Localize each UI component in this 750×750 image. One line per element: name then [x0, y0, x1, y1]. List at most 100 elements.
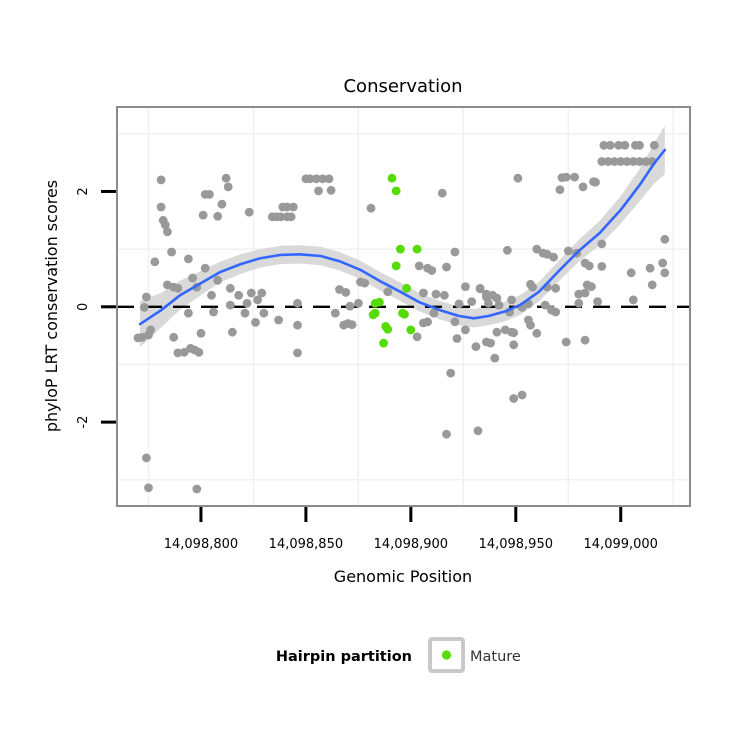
data-point-other — [423, 317, 432, 327]
data-point-other — [242, 298, 252, 308]
scatter-points — [133, 140, 670, 494]
data-point-mature — [387, 173, 397, 183]
data-point-other — [282, 202, 292, 212]
data-point-other — [305, 174, 315, 184]
data-point-other — [660, 234, 670, 244]
data-point-other — [599, 140, 609, 150]
data-point-other — [509, 328, 519, 338]
data-point-other — [605, 140, 615, 150]
data-point-other — [318, 174, 328, 184]
data-point-other — [347, 320, 357, 330]
data-point-other — [194, 347, 204, 357]
x-tick-label: 14,098,800 — [164, 537, 238, 552]
data-point-other — [578, 182, 588, 192]
data-point-other — [597, 239, 607, 249]
data-point-other — [225, 300, 235, 310]
data-point-other — [551, 307, 561, 317]
data-point-other — [507, 295, 516, 305]
data-point-other — [146, 325, 156, 335]
data-point-other — [587, 282, 596, 291]
data-point-other — [626, 268, 636, 278]
data-point-other — [549, 252, 558, 262]
data-point-other — [563, 246, 573, 256]
data-point-other — [645, 263, 655, 273]
data-point-other — [412, 332, 422, 342]
data-point-mature — [400, 309, 409, 319]
data-point-other — [509, 340, 519, 350]
data-point-other — [276, 212, 286, 222]
data-point-other — [286, 212, 296, 222]
data-point-other — [517, 390, 527, 400]
data-point-other — [628, 295, 638, 305]
data-point-other — [620, 140, 630, 150]
data-point-other — [142, 453, 151, 463]
data-point-other — [209, 307, 218, 317]
data-point-other — [383, 287, 393, 297]
data-point-other — [450, 247, 460, 257]
data-point-other — [647, 280, 657, 290]
data-point-other — [635, 157, 644, 166]
x-tick-label: 14,098,850 — [269, 537, 343, 552]
data-point-other — [293, 298, 302, 308]
data-point-other — [442, 262, 451, 272]
data-point-other — [473, 426, 483, 436]
data-point-other — [257, 288, 267, 298]
data-point-other — [580, 288, 590, 298]
data-point-other — [324, 174, 334, 184]
data-point-other — [494, 300, 504, 310]
data-point-other — [366, 203, 376, 213]
data-point-other — [225, 283, 235, 293]
data-point-other — [163, 227, 172, 237]
data-point-other — [427, 266, 437, 275]
legend-entry-label: Mature — [470, 649, 521, 665]
data-point-other — [610, 157, 619, 166]
data-point-other — [461, 325, 470, 335]
data-point-mature — [406, 325, 416, 335]
data-point-mature — [391, 261, 401, 271]
data-point-other — [240, 308, 250, 318]
data-point-other — [179, 347, 189, 357]
data-point-other — [431, 289, 441, 299]
data-point-other — [360, 278, 370, 288]
data-point-other — [345, 301, 355, 311]
data-point-other — [452, 334, 462, 343]
data-point-other — [658, 258, 668, 268]
plot-panel-border — [116, 106, 691, 507]
legend: Hairpin partition Mature — [276, 637, 521, 673]
data-point-other — [597, 262, 607, 271]
y-axis-title: phyloP LRT conservation scores — [42, 180, 61, 432]
data-point-other — [574, 298, 584, 308]
data-point-other — [532, 328, 542, 338]
data-point-other — [341, 288, 351, 297]
data-point-other — [649, 140, 659, 150]
data-point-other — [156, 175, 166, 185]
data-point-other — [484, 298, 493, 308]
data-point-other — [205, 190, 214, 199]
data-point-other — [196, 328, 206, 338]
data-point-other — [628, 157, 638, 166]
data-point-other — [561, 172, 571, 182]
smooth-trend-line — [138, 148, 667, 326]
data-point-other — [440, 290, 449, 300]
data-point-other — [526, 320, 535, 330]
data-point-other — [142, 292, 151, 302]
data-point-mature — [402, 283, 411, 293]
data-point-other — [144, 483, 153, 493]
plot-title: Conservation — [343, 76, 462, 97]
data-point-other — [184, 254, 193, 264]
y-tick-label: 0 — [76, 303, 91, 311]
data-point-other — [635, 140, 644, 150]
data-point-other — [173, 283, 183, 293]
data-point-other — [217, 199, 227, 209]
data-point-other — [429, 308, 439, 318]
data-point-other — [442, 429, 451, 439]
data-point-other — [570, 172, 579, 182]
data-point-other — [513, 173, 523, 183]
data-point-other — [274, 315, 283, 325]
legend-title: Hairpin partition — [276, 649, 412, 665]
data-point-other — [450, 317, 460, 327]
data-point-mature — [370, 308, 380, 318]
data-point-other — [660, 268, 670, 278]
data-point-other — [188, 273, 198, 283]
data-point-other — [150, 257, 160, 267]
